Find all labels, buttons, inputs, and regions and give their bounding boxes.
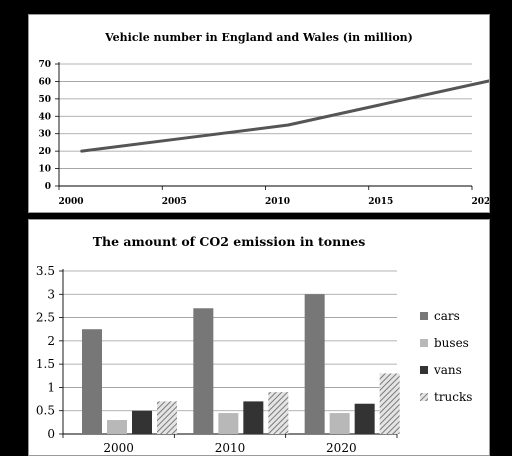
bar-chart-title: The amount of CO2 emission in tonnes: [93, 234, 366, 249]
line-y-tick-label: 0: [45, 182, 51, 192]
bar-y-tick-label: 3: [47, 287, 55, 301]
bar-y-tick-label: 0: [47, 427, 55, 441]
bar-chart-y-ticks: 0 0.5 1 1.5 2 2.5 3 3.5: [36, 264, 55, 441]
bar-chart-bars: [82, 294, 400, 434]
legend-label-cars: cars: [434, 309, 460, 323]
bar-chart-gridlines: [63, 270, 397, 412]
bar-vans-2020: [354, 403, 375, 434]
legend-label-buses: buses: [434, 336, 469, 350]
line-x-tick-label: 2015: [368, 197, 393, 207]
bar-x-tick-label: 2020: [326, 441, 357, 455]
line-chart-title: Vehicle number in England and Wales (in …: [104, 31, 413, 44]
bar-x-tick-label: 2000: [103, 441, 134, 455]
line-y-tick-label: 60: [38, 77, 51, 87]
bar-buses-2000: [107, 420, 127, 434]
line-y-tick-label: 70: [38, 60, 51, 70]
bar-buses-2010: [218, 413, 239, 434]
legend-swatch-buses: [420, 339, 428, 347]
vehicle-line-chart: Vehicle number in England and Wales (in …: [38, 31, 489, 207]
bar-trucks-2000: [157, 401, 177, 434]
line-y-tick-label: 50: [38, 95, 51, 105]
legend-swatch-cars: [420, 312, 428, 320]
bar-trucks-2010: [268, 392, 289, 434]
line-y-tick-label: 20: [38, 147, 51, 157]
vehicle-line-chart-panel: Vehicle number in England and Wales (in …: [28, 14, 490, 213]
bar-buses-2020: [329, 413, 350, 434]
line-chart-x-ticks: 2000 2005 2010 2015 2020: [58, 197, 489, 207]
bar-cars-2010: [193, 308, 214, 434]
line-x-tick-label: 2005: [162, 197, 187, 207]
bar-chart-legend: cars buses vans trucks: [420, 309, 472, 404]
bar-y-tick-label: 0.5: [36, 404, 55, 418]
legend-label-trucks: trucks: [434, 390, 472, 404]
line-x-tick-label: 2020: [471, 197, 489, 207]
co2-bar-chart-panel: The amount of CO2 emission in tonnes 0 0.…: [28, 219, 490, 456]
legend-swatch-trucks: [420, 393, 428, 401]
line-chart-y-ticks: 0 10 20 30 40 50 60 70: [38, 60, 51, 192]
line-x-tick-label: 2010: [265, 197, 290, 207]
bar-y-tick-label: 1: [47, 380, 55, 394]
bar-x-tick-label: 2010: [215, 441, 246, 455]
bar-vans-2010: [243, 401, 264, 434]
bar-chart-x-ticks: 2000 2010 2020: [103, 441, 356, 455]
legend-swatch-vans: [420, 366, 428, 374]
bar-vans-2000: [132, 410, 152, 434]
bar-y-tick-label: 2.5: [36, 311, 55, 325]
line-chart-axes: [55, 62, 473, 190]
co2-bar-chart: The amount of CO2 emission in tonnes 0 0.…: [36, 234, 473, 455]
legend-label-vans: vans: [433, 363, 462, 377]
line-y-tick-label: 30: [38, 130, 51, 140]
bar-y-tick-label: 3.5: [36, 264, 55, 278]
line-chart-gridlines: [59, 63, 472, 169]
bar-y-tick-label: 1.5: [36, 357, 55, 371]
bar-y-tick-label: 2: [47, 334, 55, 348]
bar-trucks-2020: [379, 373, 400, 434]
line-chart-series: [80, 79, 489, 153]
bar-cars-2000: [82, 329, 102, 434]
line-x-tick-label: 2000: [58, 197, 83, 207]
line-y-tick-label: 10: [38, 165, 51, 175]
line-y-tick-label: 40: [38, 112, 51, 122]
line-series-vehicles: [80, 79, 489, 153]
bar-cars-2020: [304, 294, 325, 434]
